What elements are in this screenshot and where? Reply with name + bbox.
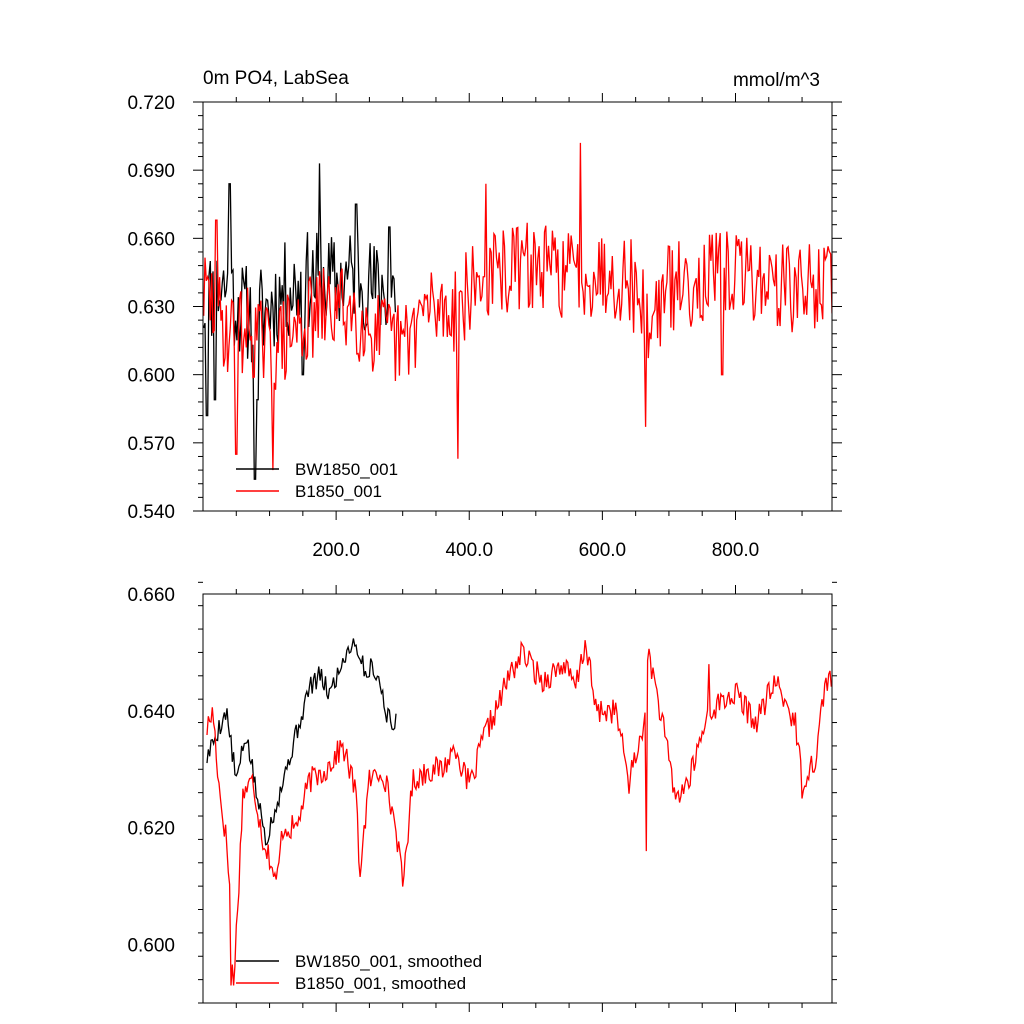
axes-group: 0.600 0.620 0.640 0.660	[127, 581, 837, 1012]
y-tick-label: 0.720	[127, 93, 175, 114]
y-tick-label: 0.540	[127, 502, 175, 523]
x-tick-label: 800.0	[712, 540, 760, 561]
series-group	[203, 142, 832, 480]
plot-frame	[202, 593, 833, 1004]
legend-label-b1850-smoothed: B1850_001, smoothed	[295, 974, 466, 993]
y-tick-label: 0.570	[127, 434, 175, 455]
y-tick-label: 0.620	[127, 819, 175, 840]
series-line-b1850-001-smoothed	[206, 640, 832, 986]
bottom-panel: 0.600 0.620 0.640 0.660 BW1850_001, smoothe…	[127, 581, 837, 1012]
legend: BW1850_001, smoothed B1850_001, smoothed	[236, 952, 482, 993]
series-line-bw1850-001-smoothed	[206, 638, 397, 846]
y-tick-label: 0.630	[127, 298, 175, 319]
series-line-b1850-001	[203, 142, 832, 471]
axes-group: 200.0 400.0 600.0 800.0 0.540 0.570 0.600 0.630…	[127, 93, 842, 561]
top-panel: 0m PO4, LabSea mmol/m^3 200.0 400.0 600.0 8…	[127, 68, 842, 561]
y-tick-label: 0.640	[127, 702, 175, 723]
legend-label-bw1850: BW1850_001	[295, 460, 398, 479]
units-label: mmol/m^3	[733, 70, 820, 91]
y-tick-label: 0.690	[127, 161, 175, 182]
legend: BW1850_001 B1850_001	[236, 460, 398, 501]
x-tick-label: 400.0	[445, 540, 493, 561]
legend-label-b1850: B1850_001	[295, 482, 382, 501]
series-group	[206, 638, 832, 986]
y-tick-label: 0.600	[127, 936, 175, 957]
x-tick-label: 200.0	[312, 540, 360, 561]
y-tick-label: 0.660	[127, 229, 175, 250]
chart-title: 0m PO4, LabSea	[203, 68, 349, 89]
y-tick-label: 0.600	[127, 366, 175, 387]
x-tick-label: 600.0	[579, 540, 627, 561]
legend-label-bw1850-smoothed: BW1850_001, smoothed	[295, 952, 482, 971]
y-tick-label: 0.660	[127, 585, 175, 606]
